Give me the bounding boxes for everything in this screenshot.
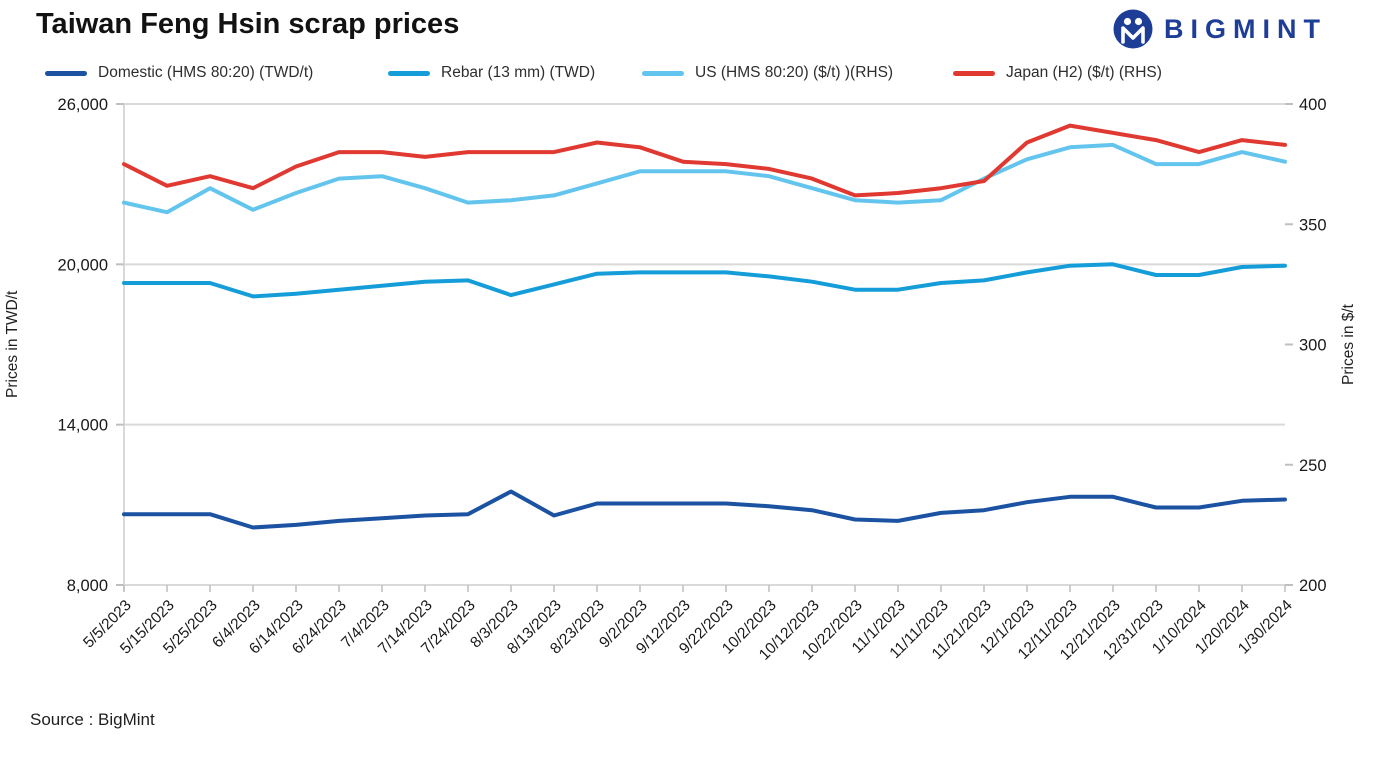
legend-swatch-us xyxy=(642,70,684,76)
left-axis-tick-label: 20,000 xyxy=(58,256,108,274)
legend-label: Rebar (13 mm) (TWD) xyxy=(441,64,596,81)
legend-item-japan: Japan (H2) ($/t) (RHS) xyxy=(953,64,1162,82)
legend-swatch-domestic xyxy=(45,70,87,76)
legend-label: US (HMS 80:20) ($/t) )(RHS) xyxy=(695,64,894,81)
right-axis-tick-label: 200 xyxy=(1299,577,1327,595)
source-note: Source : BigMint xyxy=(30,710,155,729)
left-axis-tick-label: 8,000 xyxy=(67,577,108,595)
left-axis-tick-label: 14,000 xyxy=(58,417,108,435)
right-axis-tick-label: 350 xyxy=(1299,216,1327,234)
legend-item-us: US (HMS 80:20) ($/t) )(RHS) xyxy=(642,64,893,82)
series-line-domestic xyxy=(122,489,1287,530)
legend-item-domestic: Domestic (HMS 80:20) (TWD/t) xyxy=(45,64,313,82)
series-line-us xyxy=(122,142,1287,215)
legend-item-rebar: Rebar (13 mm) (TWD) xyxy=(388,64,595,82)
legend-swatch-rebar xyxy=(388,70,430,76)
bigmint-logo: BIGMINT xyxy=(1112,8,1327,50)
legend-label: Domestic (HMS 80:20) (TWD/t) xyxy=(98,64,314,81)
right-axis-tick-label: 300 xyxy=(1299,337,1327,355)
legend-label: Japan (H2) ($/t) (RHS) xyxy=(1006,64,1162,81)
right-axis-title: Prices in $/t xyxy=(1340,304,1357,385)
bigmint-logo-text: BIGMINT xyxy=(1164,13,1327,44)
left-axis-tick-label: 26,000 xyxy=(58,96,108,114)
right-axis-tick-label: 250 xyxy=(1299,457,1327,475)
legend-swatch-japan xyxy=(953,70,995,76)
page-title: Taiwan Feng Hsin scrap prices xyxy=(36,8,460,40)
bigmint-logo-icon xyxy=(1113,9,1153,49)
left-axis-title: Prices in TWD/t xyxy=(4,290,21,399)
series-line-rebar xyxy=(122,262,1287,299)
series-line-japan xyxy=(122,123,1287,198)
right-axis-tick-label: 400 xyxy=(1299,96,1327,114)
